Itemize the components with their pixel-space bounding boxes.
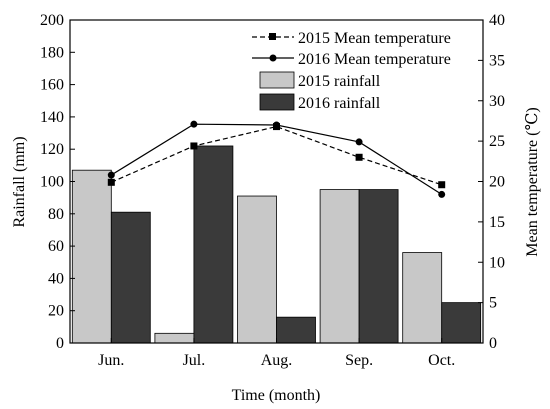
right-tick-label: 5	[489, 295, 497, 312]
left-tick-label: 100	[40, 174, 64, 191]
right-tick-label: 10	[489, 254, 505, 271]
bar-2016-rainfall-aug	[276, 316, 316, 344]
point-2015-temp-oct	[438, 181, 446, 189]
bar-2016-rainfall-jul	[193, 145, 234, 344]
line-2015-temperature	[111, 125, 442, 186]
legend-label-2015-temp: 2015 Mean temperature	[298, 30, 451, 47]
x-tick-label: Jun.	[98, 352, 124, 369]
legend-marker-2016-temp	[269, 54, 277, 62]
legend-label-2016-rainfall: 2016 rainfall	[298, 95, 381, 112]
right-tick-label: 40	[489, 12, 505, 29]
point-2016-temp-jul	[190, 120, 198, 128]
point-2015-temp-jun	[107, 178, 115, 186]
bar-2015-rainfall-jun	[71, 169, 112, 344]
right-tick-label: 20	[489, 174, 505, 191]
x-tick-label: Oct.	[428, 352, 455, 369]
x-tick-label: Aug.	[261, 352, 293, 369]
right-tick-label: 0	[489, 335, 497, 352]
bar-2015-rainfall-sep	[319, 189, 360, 344]
bar-2016-rainfall-oct	[441, 302, 482, 344]
line-layer	[107, 120, 446, 198]
left-tick-label: 80	[48, 206, 64, 223]
right-tick-label: 25	[489, 133, 505, 150]
left-tick-label: 140	[40, 109, 64, 126]
right-axis-title: Mean temperature (℃)	[524, 107, 541, 256]
left-axis-title: Rainfall (mm)	[11, 136, 28, 227]
right-tick-label: 30	[489, 93, 505, 110]
point-2015-temp-sep	[355, 153, 363, 161]
bar-2015-rainfall-aug	[237, 195, 277, 344]
line-2016-temperature	[110, 123, 443, 195]
left-tick-label: 60	[48, 238, 64, 255]
left-axis-ticks: 0 20 40 60 80 100 120 140 160 180 200	[40, 12, 75, 352]
legend: 2015 Mean temperature 2016 Mean temperat…	[252, 30, 451, 112]
point-2015-temp-jul	[190, 142, 198, 150]
bar-2016-rainfall-jun	[110, 211, 151, 344]
left-tick-label: 160	[40, 77, 64, 94]
x-tick-label: Jul.	[183, 352, 206, 369]
legend-label-2015-rainfall: 2015 rainfall	[298, 73, 381, 90]
bar-layer	[71, 145, 482, 344]
left-tick-label: 200	[40, 12, 64, 29]
point-2016-temp-aug	[273, 121, 280, 129]
legend-label-2016-temp: 2016 Mean temperature	[298, 51, 451, 68]
left-tick-label: 40	[48, 270, 64, 287]
legend-swatch-2016-rainfall	[259, 93, 295, 111]
left-tick-label: 180	[40, 44, 64, 61]
point-2016-temp-jun	[107, 171, 115, 179]
x-tick-label: Sep.	[345, 352, 373, 369]
left-tick-label: 0	[56, 335, 64, 352]
point-2016-temp-oct	[438, 190, 446, 198]
x-axis-ticks: Jun. Jul. Aug. Sep. Oct.	[98, 338, 455, 369]
x-axis-title: Time (month)	[232, 387, 321, 404]
legend-swatch-2015-rainfall	[259, 71, 295, 89]
left-tick-label: 120	[40, 141, 64, 158]
left-tick-label: 20	[48, 303, 64, 320]
bar-2015-rainfall-jul	[154, 332, 195, 344]
right-tick-label: 35	[489, 52, 505, 69]
bar-2016-rainfall-sep	[358, 189, 399, 344]
point-2016-temp-sep	[355, 138, 363, 146]
legend-marker-2015-temp	[269, 33, 276, 40]
bar-2015-rainfall-oct	[402, 252, 443, 344]
right-axis-ticks: 0 5 10 15 20 25 30 35 40	[478, 12, 505, 352]
right-tick-label: 15	[489, 214, 505, 231]
